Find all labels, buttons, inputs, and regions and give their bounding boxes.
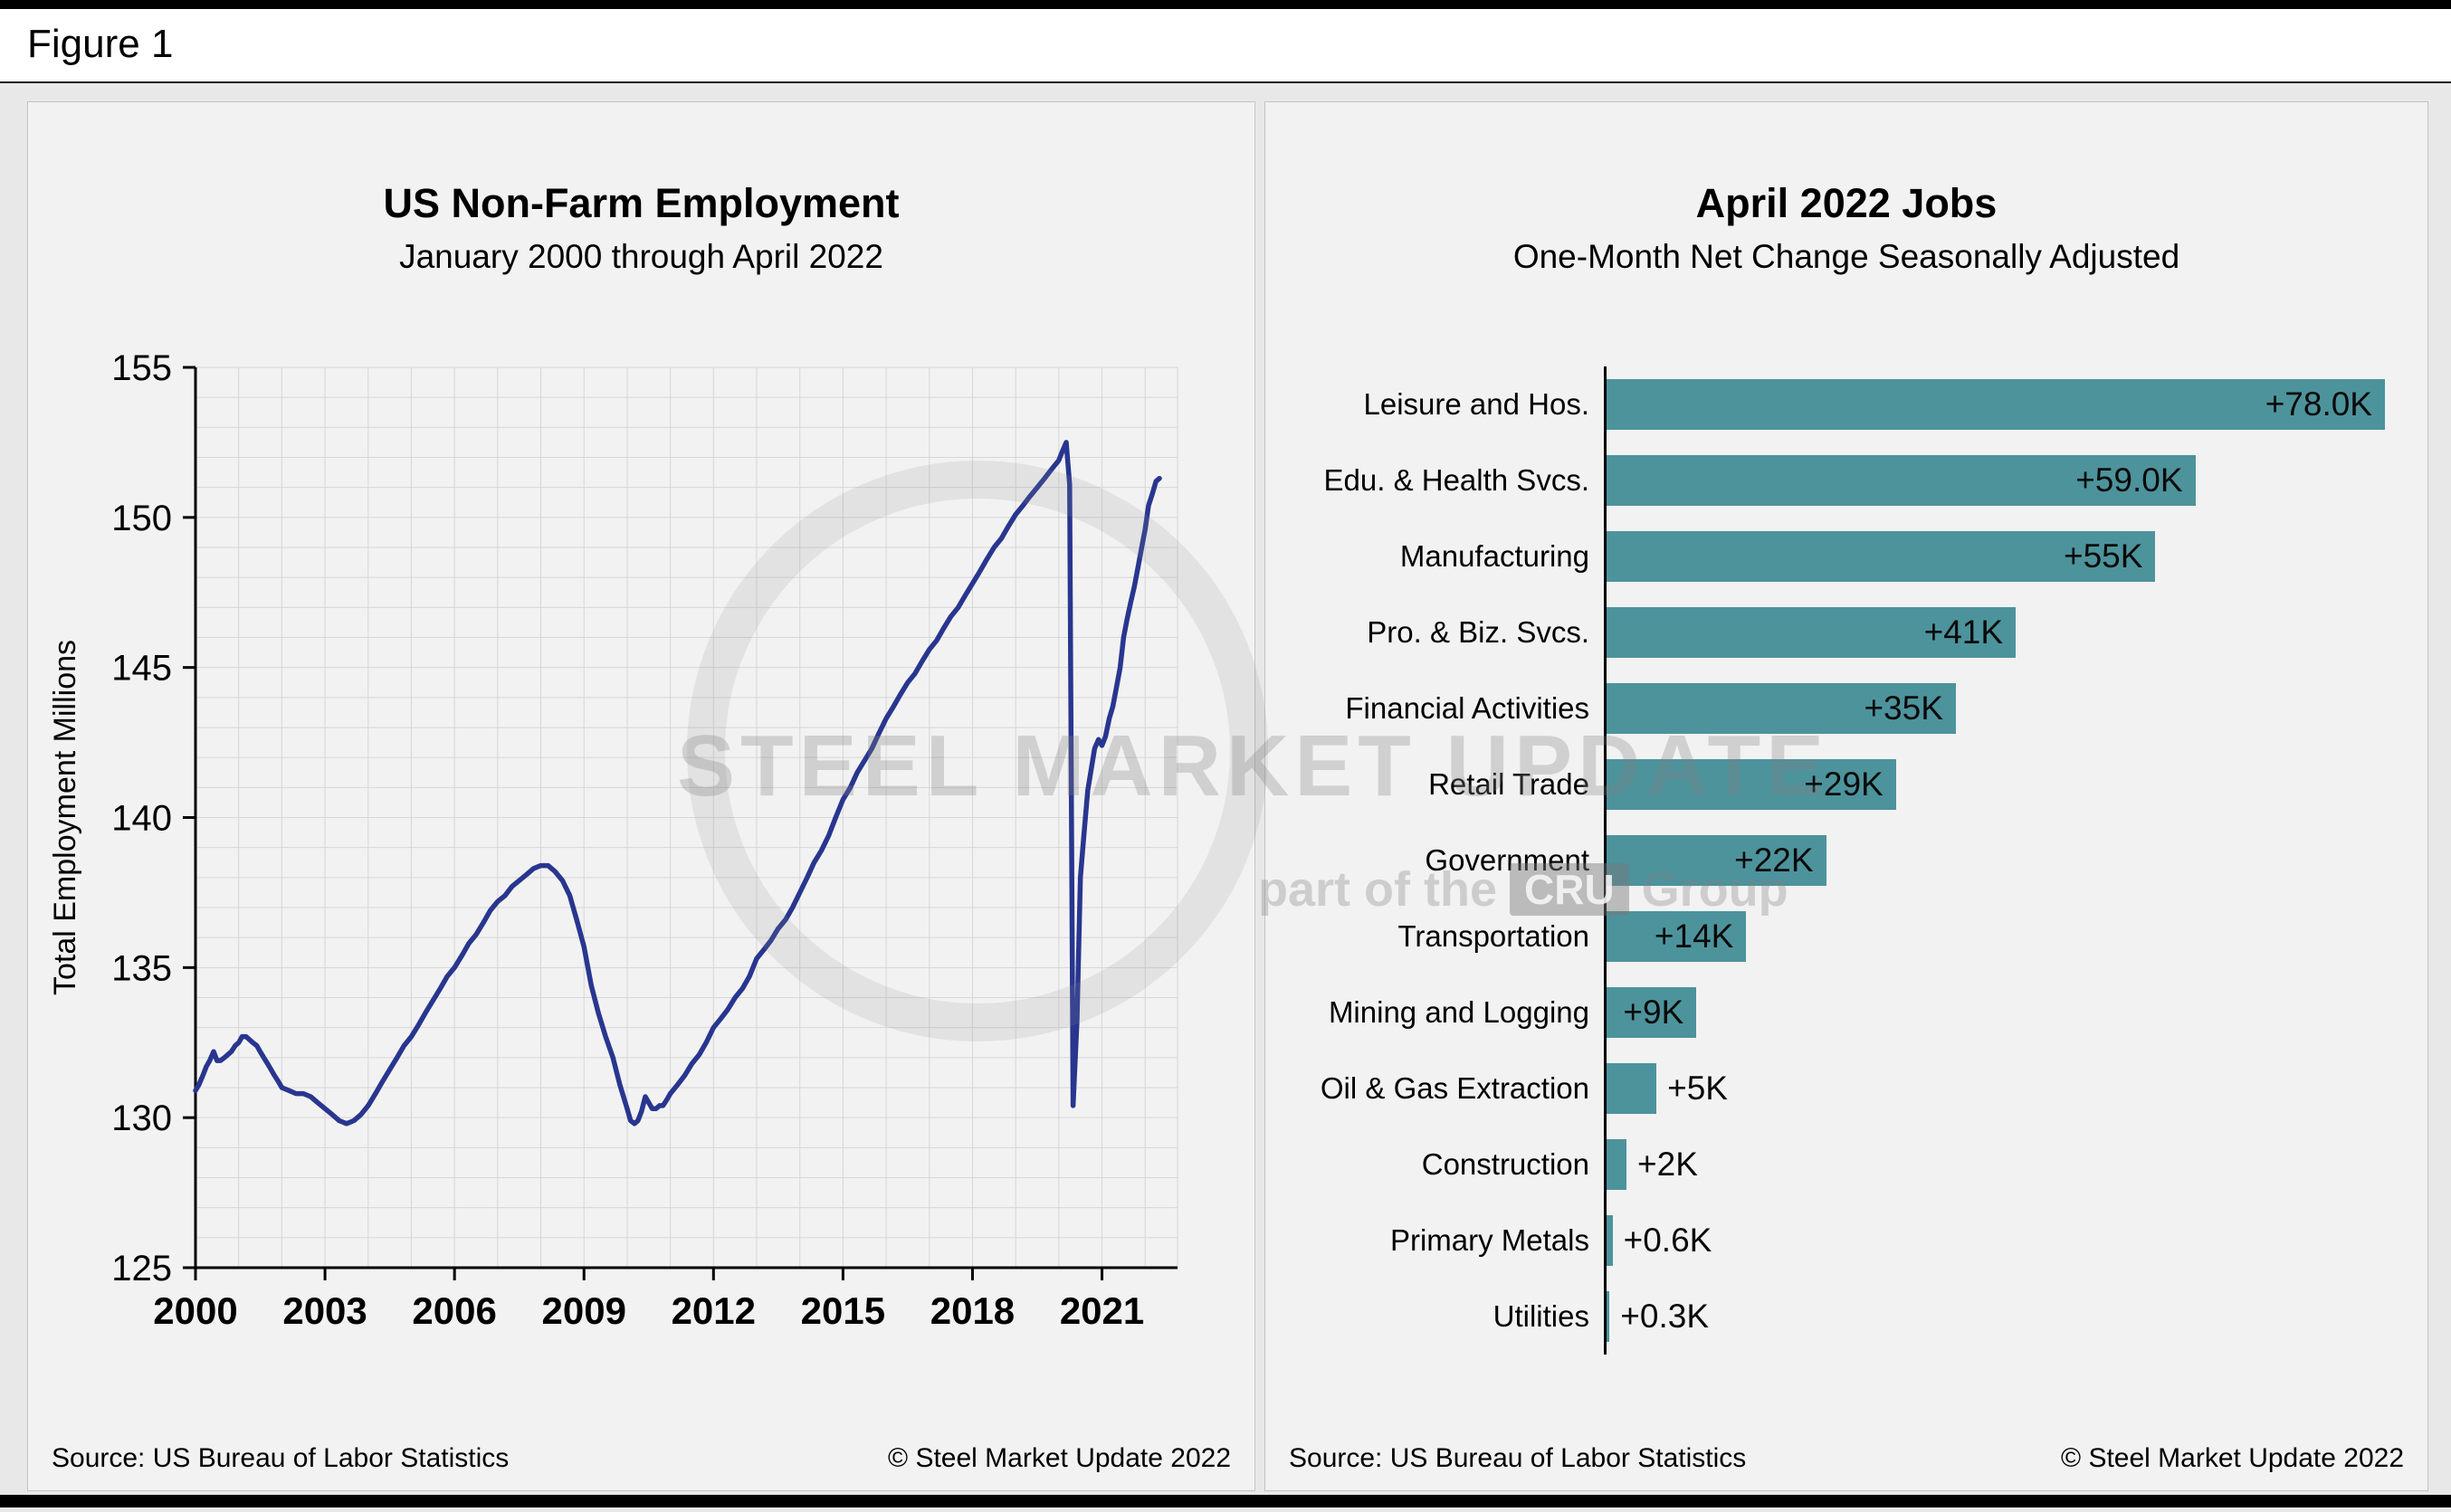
bar-value-label: +78.0K xyxy=(2265,385,2372,423)
left-copyright-note: © Steel Market Update 2022 xyxy=(888,1443,1231,1473)
x-tick-label: 2021 xyxy=(1060,1289,1144,1332)
x-tick-label: 2003 xyxy=(282,1289,367,1332)
bar xyxy=(1607,1063,1657,1114)
left-chart-title: US Non-Farm Employment xyxy=(383,180,900,226)
bar-row: Retail Trade +29K xyxy=(1283,746,2408,823)
bar-track: +0.3K xyxy=(1604,1279,2408,1355)
figure-header: Figure 1 xyxy=(0,9,2451,83)
bottom-border xyxy=(0,1495,2451,1507)
bar-row: Manufacturing +55K xyxy=(1283,518,2408,594)
bar-row: Oil & Gas Extraction +5K xyxy=(1283,1051,2408,1127)
bar-row: Utilities +0.3K xyxy=(1283,1279,2408,1355)
bar-row: Primary Metals +0.6K xyxy=(1283,1203,2408,1279)
y-tick-label: 130 xyxy=(111,1098,172,1138)
y-tick-label: 125 xyxy=(111,1249,172,1289)
bar-row: Construction +2K xyxy=(1283,1127,2408,1203)
bar-track: +0.6K xyxy=(1604,1203,2408,1279)
right-chart-subtitle: One-Month Net Change Seasonally Adjusted xyxy=(1512,238,2180,275)
bar-track: +59.0K xyxy=(1604,442,2408,518)
bar xyxy=(1607,835,1826,886)
bar-track: +35K xyxy=(1604,670,2408,746)
bar xyxy=(1607,607,2017,658)
bar-category-label: Government xyxy=(1425,843,1589,877)
bar xyxy=(1607,1291,1610,1342)
bar-value-label: +59.0K xyxy=(2075,461,2183,499)
y-tick-label: 140 xyxy=(111,799,172,839)
bar-track: +14K xyxy=(1604,899,2408,975)
bar-value-label: +0.6K xyxy=(1623,1222,1712,1259)
bar-category-label: Construction xyxy=(1421,1147,1589,1181)
employment-line-chart: 125 130 135 140 145 150 155 2000 2003 2006 2009 201… xyxy=(48,348,1178,1332)
bar-value-label: +22K xyxy=(1734,842,1814,879)
bar-category-label: Edu. & Health Svcs. xyxy=(1323,463,1589,497)
y-tick-label: 145 xyxy=(111,649,172,689)
x-tick-label: 2000 xyxy=(153,1289,237,1332)
y-tick-label: 155 xyxy=(111,348,172,388)
y-tick-label: 135 xyxy=(111,948,172,988)
bar-value-label: +5K xyxy=(1667,1070,1728,1107)
x-tick-label: 2015 xyxy=(801,1289,885,1332)
bar-row: Financial Activities +35K xyxy=(1283,670,2408,746)
bar xyxy=(1607,1139,1627,1190)
bar-category-label: Financial Activities xyxy=(1345,691,1589,725)
bar xyxy=(1607,911,1747,962)
bar-category-label: Leisure and Hos. xyxy=(1363,387,1589,421)
x-tick-label: 2012 xyxy=(672,1289,756,1332)
bar-track: +41K xyxy=(1604,594,2408,670)
bar xyxy=(1607,379,2385,430)
bar-category-label: Utilities xyxy=(1493,1299,1589,1333)
x-tick-label: 2006 xyxy=(412,1289,496,1332)
jobs-bar-chart: Leisure and Hos. +78.0K Edu. & Health Svcs… xyxy=(1283,366,2408,1355)
employment-line xyxy=(193,440,1162,1127)
bar-row: Edu. & Health Svcs. +59.0K xyxy=(1283,442,2408,518)
bar xyxy=(1607,683,1956,734)
bar-value-label: +41K xyxy=(1923,613,2004,651)
bar-track: +2K xyxy=(1604,1127,2408,1203)
bar-value-label: +55K xyxy=(2063,537,2143,575)
bar xyxy=(1607,455,2196,506)
left-chart-subtitle: January 2000 through April 2022 xyxy=(399,238,883,275)
bar xyxy=(1607,759,1896,810)
bar-row: Leisure and Hos. +78.0K xyxy=(1283,366,2408,442)
y-tick-label: 150 xyxy=(111,499,172,538)
figure-label: Figure 1 xyxy=(27,22,174,66)
bar-track: +55K xyxy=(1604,518,2408,594)
left-source-note: Source: US Bureau of Labor Statistics xyxy=(52,1443,510,1473)
bar-value-label: +29K xyxy=(1804,766,1884,803)
bar-value-label: +35K xyxy=(1864,689,1943,727)
y-axis-title: Total Employment Millions xyxy=(48,640,82,995)
bar-category-label: Manufacturing xyxy=(1399,539,1589,573)
bar-track: +29K xyxy=(1604,746,2408,823)
bar xyxy=(1607,531,2156,582)
bar xyxy=(1607,1215,1613,1266)
bar-track: +9K xyxy=(1604,975,2408,1051)
bar-track: +78.0K xyxy=(1604,366,2408,442)
bar xyxy=(1607,987,1697,1038)
bar-row: Government +22K xyxy=(1283,823,2408,899)
line-chart-panel: US Non-Farm Employment January 2000 thro… xyxy=(27,101,1255,1491)
bar-category-label: Oil & Gas Extraction xyxy=(1320,1071,1589,1105)
bar-category-label: Retail Trade xyxy=(1428,767,1589,801)
bar-value-label: +9K xyxy=(1623,994,1684,1031)
bar-category-label: Primary Metals xyxy=(1389,1223,1589,1257)
bar-category-label: Mining and Logging xyxy=(1328,995,1589,1029)
bar-row: Pro. & Biz. Svcs. +41K xyxy=(1283,594,2408,670)
right-chart-title: April 2022 Jobs xyxy=(1695,180,1998,226)
top-border xyxy=(0,0,2451,9)
bar-track: +5K xyxy=(1604,1051,2408,1127)
bar-category-label: Pro. & Biz. Svcs. xyxy=(1367,615,1589,649)
x-tick-label: 2018 xyxy=(930,1289,1015,1332)
bar-value-label: +14K xyxy=(1654,918,1734,955)
bar-chart-panel: April 2022 Jobs One-Month Net Change Sea… xyxy=(1264,101,2428,1491)
bar-row: Mining and Logging +9K xyxy=(1283,975,2408,1051)
x-tick-label: 2009 xyxy=(542,1289,626,1332)
right-copyright-note: © Steel Market Update 2022 xyxy=(2061,1443,2404,1473)
bar-category-label: Transportation xyxy=(1397,919,1589,953)
bar-value-label: +2K xyxy=(1637,1146,1698,1183)
bar-row: Transportation +14K xyxy=(1283,899,2408,975)
right-source-note: Source: US Bureau of Labor Statistics xyxy=(1289,1443,1747,1473)
bar-value-label: +0.3K xyxy=(1620,1298,1710,1335)
bar-track: +22K xyxy=(1604,823,2408,899)
